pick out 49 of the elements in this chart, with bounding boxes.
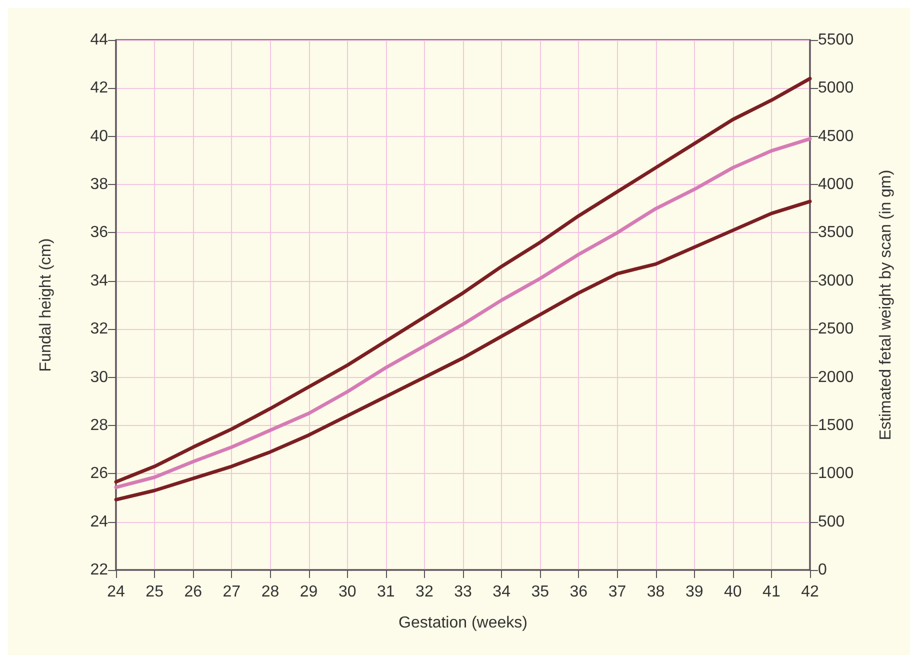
y2-tick-label: 4000: [818, 176, 854, 194]
y2-tick-label: 1000: [818, 465, 854, 482]
y-tick-label: 36: [90, 224, 108, 242]
x-tick-label: 40: [724, 584, 742, 600]
x-tick-label: 38: [646, 584, 665, 600]
x-tick-label: 27: [222, 584, 241, 600]
x-tick-label: 39: [685, 584, 704, 600]
x-tick-label: 35: [531, 584, 550, 600]
y2-tick-label: 3500: [818, 224, 854, 242]
y-tick-label: 28: [90, 416, 108, 434]
y2-tick-label: 4500: [818, 128, 854, 145]
y2-tick-label: 1500: [818, 416, 854, 434]
x-tick-label: 28: [261, 584, 280, 600]
y2-tick-label: 3000: [818, 272, 854, 290]
y-tick-label: 40: [90, 128, 108, 145]
y-tick-label: 42: [90, 80, 108, 97]
y-axis-title: Fundal height (cm): [38, 238, 54, 372]
y-tick-label: 44: [90, 32, 108, 48]
x-tick-label: 36: [570, 584, 588, 600]
x-tick-label: 29: [300, 584, 318, 600]
y2-tick-label: 0: [818, 562, 827, 578]
line-series: [114, 76, 812, 484]
x-axis-title: Gestation (weeks): [398, 614, 528, 632]
x-tick-label: 26: [184, 584, 202, 600]
x-tick-label: 33: [454, 584, 472, 600]
x-tick-label: 32: [416, 584, 434, 600]
y-tick-label: 22: [90, 562, 108, 578]
y2-tick-label: 5000: [818, 80, 854, 97]
y-tick-label: 30: [90, 368, 108, 386]
x-tick-label: 31: [376, 584, 395, 600]
line-series: [114, 200, 812, 502]
y2-tick-label: 500: [818, 513, 845, 530]
x-tick-label: 42: [801, 584, 819, 600]
y2-axis-title: Estimated fetal weight by scan (in gm): [878, 170, 894, 440]
y2-tick-label: 2500: [818, 320, 854, 338]
x-tick-label: 37: [608, 584, 626, 600]
line-series: [114, 137, 812, 490]
y-tick-label: 38: [90, 176, 108, 194]
x-tick-label: 24: [107, 584, 125, 600]
x-tick-label: 34: [492, 584, 511, 600]
y2-tick-label: 5500: [818, 32, 854, 48]
y-tick-label: 34: [90, 272, 108, 290]
x-tick-label: 41: [762, 584, 780, 600]
y2-tick-label: 2000: [818, 368, 854, 386]
x-tick-label: 25: [146, 584, 164, 600]
y-tick-label: 32: [90, 320, 108, 338]
x-tick-label: 30: [338, 584, 356, 600]
y-tick-label: 24: [90, 513, 108, 530]
y-tick-label: 26: [90, 465, 108, 482]
